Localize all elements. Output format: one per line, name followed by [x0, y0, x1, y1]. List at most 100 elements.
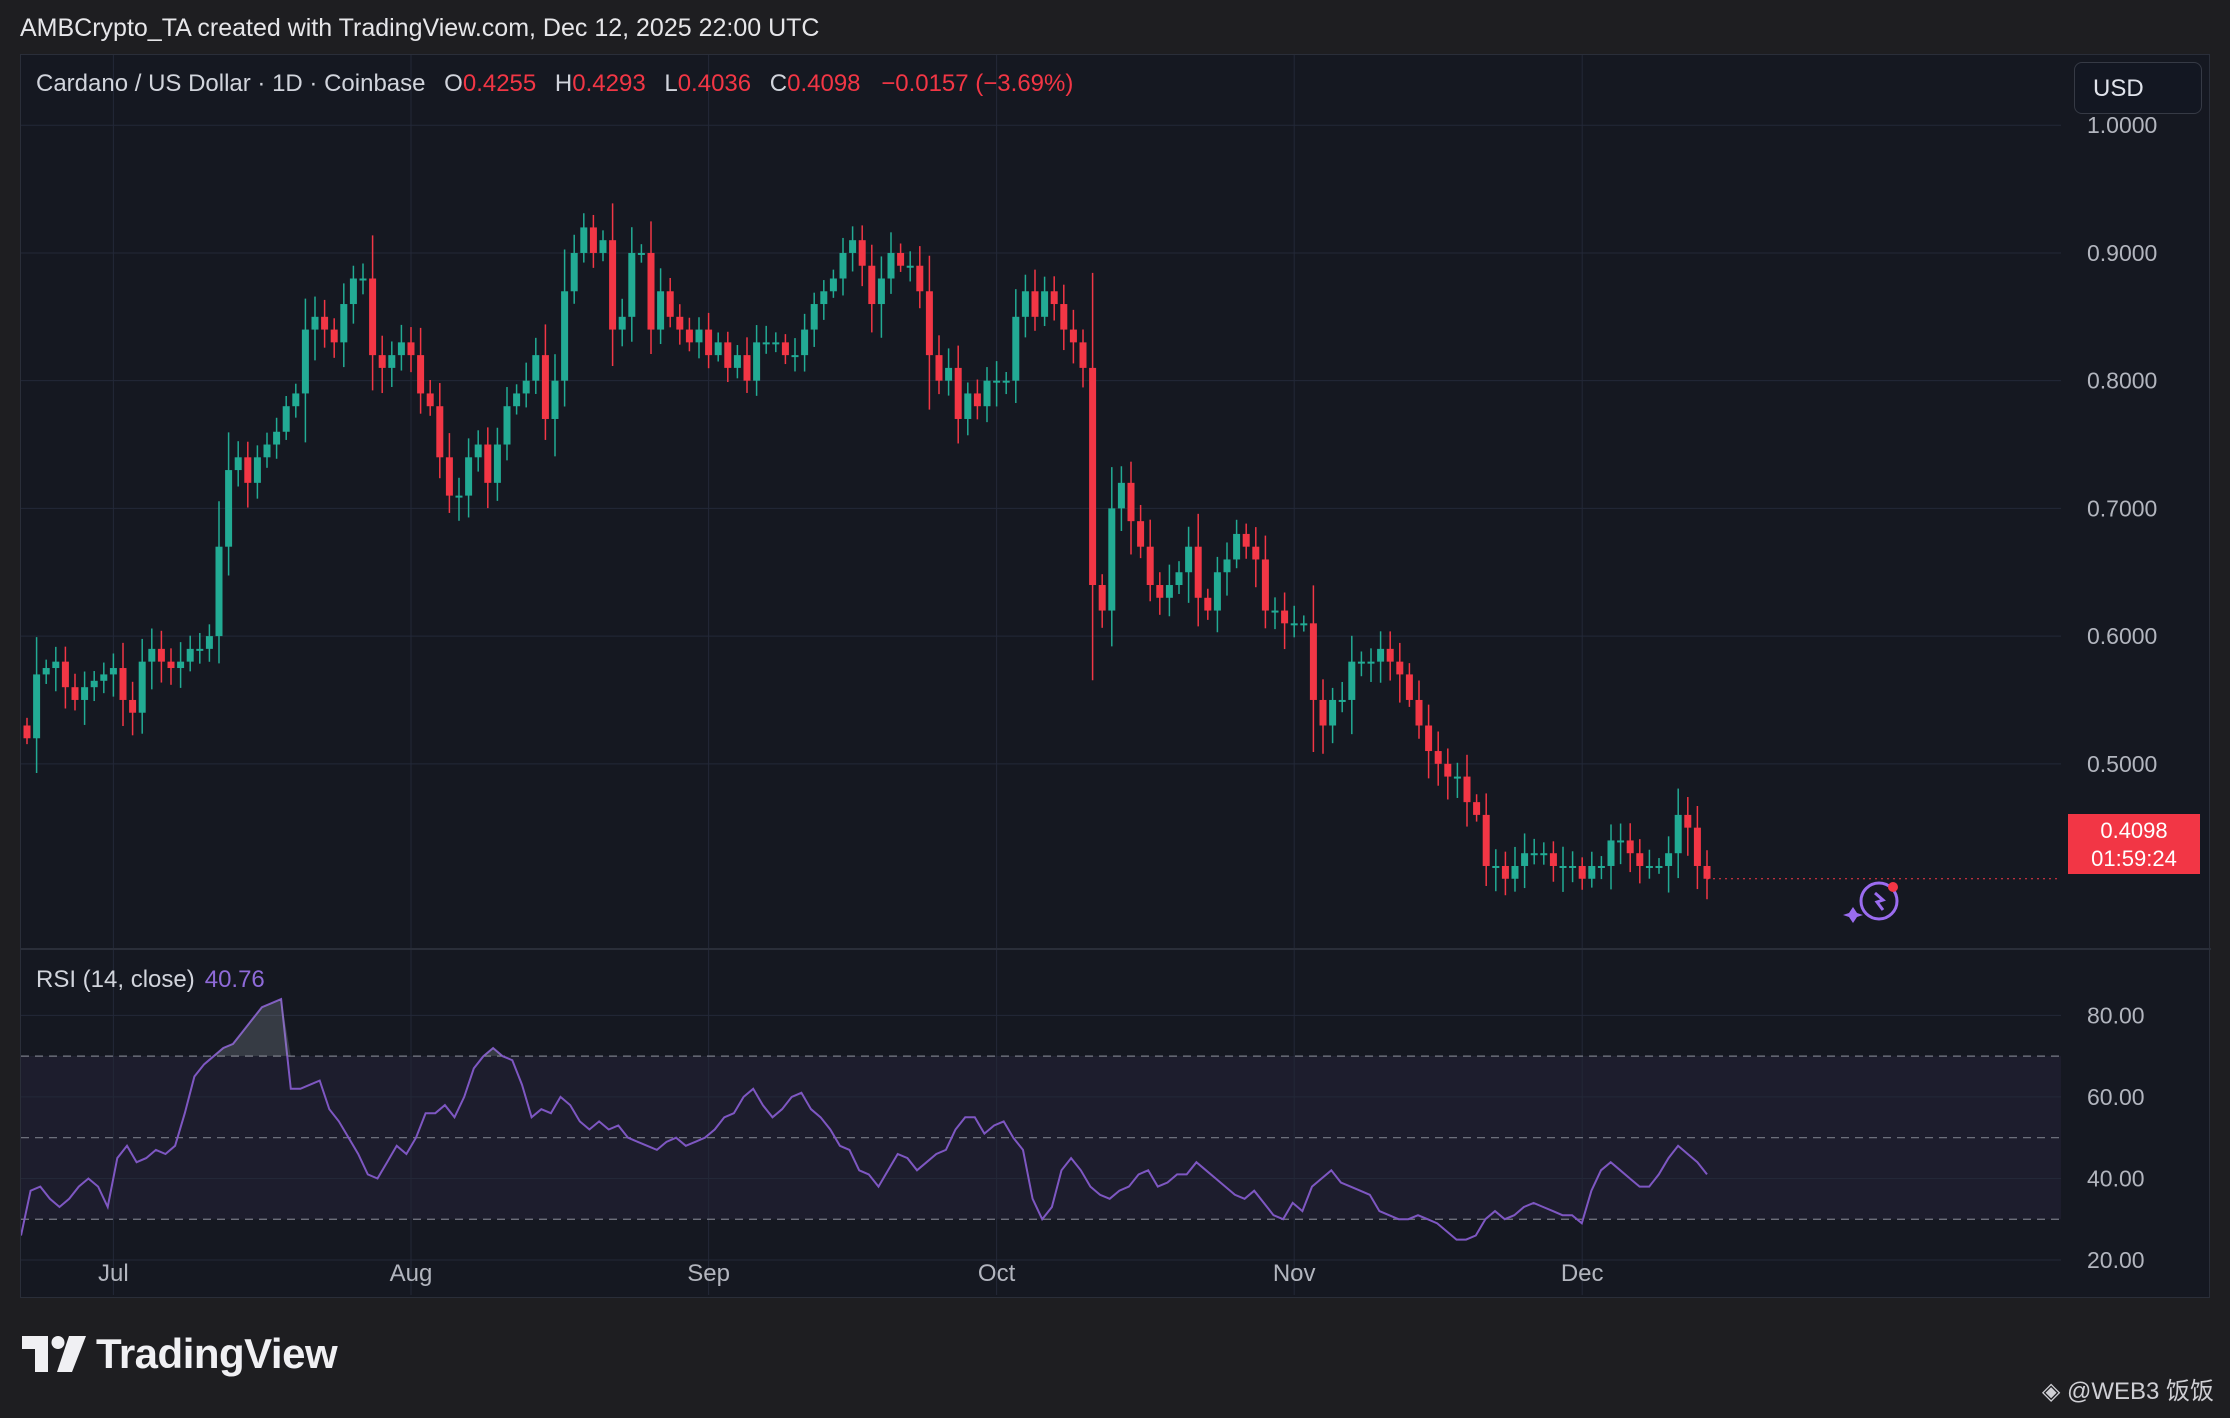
candle-body [983, 380, 991, 407]
candle-body [637, 252, 645, 255]
candle-body [666, 291, 674, 317]
candle-body [1578, 865, 1586, 879]
candle-body [1089, 367, 1097, 586]
candle-body [369, 278, 377, 356]
symbol-title[interactable]: Cardano / US Dollar · 1D · Coinbase [36, 70, 426, 97]
rsi-band [21, 1056, 2061, 1220]
candle-body [810, 304, 818, 330]
candle-body [503, 406, 511, 445]
candle-body [1377, 648, 1385, 662]
rsi-tick-label: 20.00 [2087, 1247, 2145, 1273]
candle-body [1079, 342, 1087, 368]
candle-body [1405, 674, 1413, 700]
candle-body [1434, 751, 1442, 764]
candle-body [167, 661, 175, 669]
candle-body [1290, 623, 1298, 626]
candle-body [253, 457, 261, 483]
currency-button[interactable]: USD [2074, 62, 2202, 114]
candle-body [618, 316, 626, 330]
candle-body [1223, 559, 1231, 573]
candle-body [1540, 853, 1548, 856]
candle-body [81, 687, 89, 700]
candle-body [1137, 521, 1145, 547]
candle-body [1501, 865, 1509, 879]
watermark: ◈ @WEB3 饭饭 [2042, 1371, 2214, 1406]
rsi-label[interactable]: RSI (14, close) [36, 966, 195, 993]
candle-body [935, 355, 943, 381]
rsi-tick-label: 80.00 [2087, 1002, 2145, 1028]
candle-body [1530, 853, 1538, 856]
candle-body [1453, 776, 1461, 779]
candle-body [1108, 508, 1116, 611]
candle-body [1146, 546, 1154, 586]
candle-body [1367, 661, 1375, 664]
candle-body [513, 393, 521, 407]
candle-body [762, 342, 770, 345]
candle-body [465, 457, 473, 496]
candle-body [1041, 291, 1049, 317]
candle-body [1060, 304, 1068, 330]
candle-body [714, 342, 722, 356]
tradingview-logo[interactable]: TradingView [22, 1330, 338, 1378]
candle-body [551, 380, 559, 419]
candle-body [349, 278, 357, 305]
candle-body [1175, 572, 1183, 586]
candle-body [436, 406, 444, 458]
last-price: 0.4098 [2100, 818, 2168, 843]
rocket-icon[interactable] [1843, 881, 1899, 923]
candle-body [1396, 661, 1404, 675]
candle-body [877, 278, 885, 305]
y-tick-label: 1.0000 [2087, 112, 2157, 138]
candle-body [753, 342, 761, 381]
candle-body [599, 240, 607, 253]
ohlc-legend: Cardano / US Dollar · 1D · Coinbase O0.4… [36, 70, 1073, 98]
close-value: 0.4098 [787, 70, 861, 97]
candle-body [1357, 661, 1365, 664]
candle-body [647, 252, 655, 330]
candle-body [205, 636, 213, 649]
y-tick-label: 0.8000 [2087, 368, 2157, 394]
candle-body [301, 329, 309, 394]
candle-body [705, 329, 713, 356]
open-value: 0.4255 [462, 70, 537, 97]
x-tick-label: Oct [978, 1260, 1016, 1287]
candle-body [273, 431, 281, 445]
candle-body [1703, 865, 1711, 879]
rsi-panel [21, 997, 2061, 1241]
brand-name: TradingView [96, 1330, 338, 1377]
candle-body [129, 699, 137, 713]
candle-body [1511, 865, 1519, 879]
candle-body [1693, 827, 1701, 866]
candle-body [1348, 661, 1356, 700]
candle-body [282, 406, 290, 432]
candle-body [33, 674, 41, 739]
candle-body [1300, 623, 1308, 626]
candle-body [695, 329, 703, 343]
candle-body [1329, 699, 1337, 726]
chart-frame[interactable]: Jul Aug Sep Oct Nov Dec 1.0000 0.9000 0.8000 0.70… [20, 54, 2211, 1299]
candle-body [196, 648, 204, 651]
candle-body [1031, 291, 1039, 317]
candles [23, 203, 2061, 900]
candle-body [23, 725, 31, 739]
candle-body [1492, 865, 1500, 868]
candle-body [397, 342, 405, 356]
axes: Jul Aug Sep Oct Nov Dec 1.0000 0.9000 0.8000 0.70… [98, 112, 2157, 1287]
candle-body [426, 393, 434, 407]
candle-body [973, 393, 981, 407]
candle-body [522, 380, 530, 394]
candle-body [1645, 865, 1653, 868]
candle-body [1165, 585, 1173, 598]
candle-body [119, 668, 127, 700]
candle-body [1098, 585, 1106, 611]
candle-body [945, 367, 953, 381]
last-price-tag: 0.4098 01:59:24 [2068, 814, 2200, 874]
chart-canvas[interactable]: Jul Aug Sep Oct Nov Dec 1.0000 0.9000 0.8000 0.70… [21, 55, 2211, 1299]
candle-body [474, 444, 482, 458]
rsi-overbought-fill [21, 999, 1707, 1057]
candle-body [925, 291, 933, 356]
candle-body [1684, 814, 1692, 828]
candle-body [1636, 853, 1644, 866]
candle-body [772, 342, 780, 345]
watermark-text: @WEB3 饭饭 [2066, 1378, 2214, 1405]
